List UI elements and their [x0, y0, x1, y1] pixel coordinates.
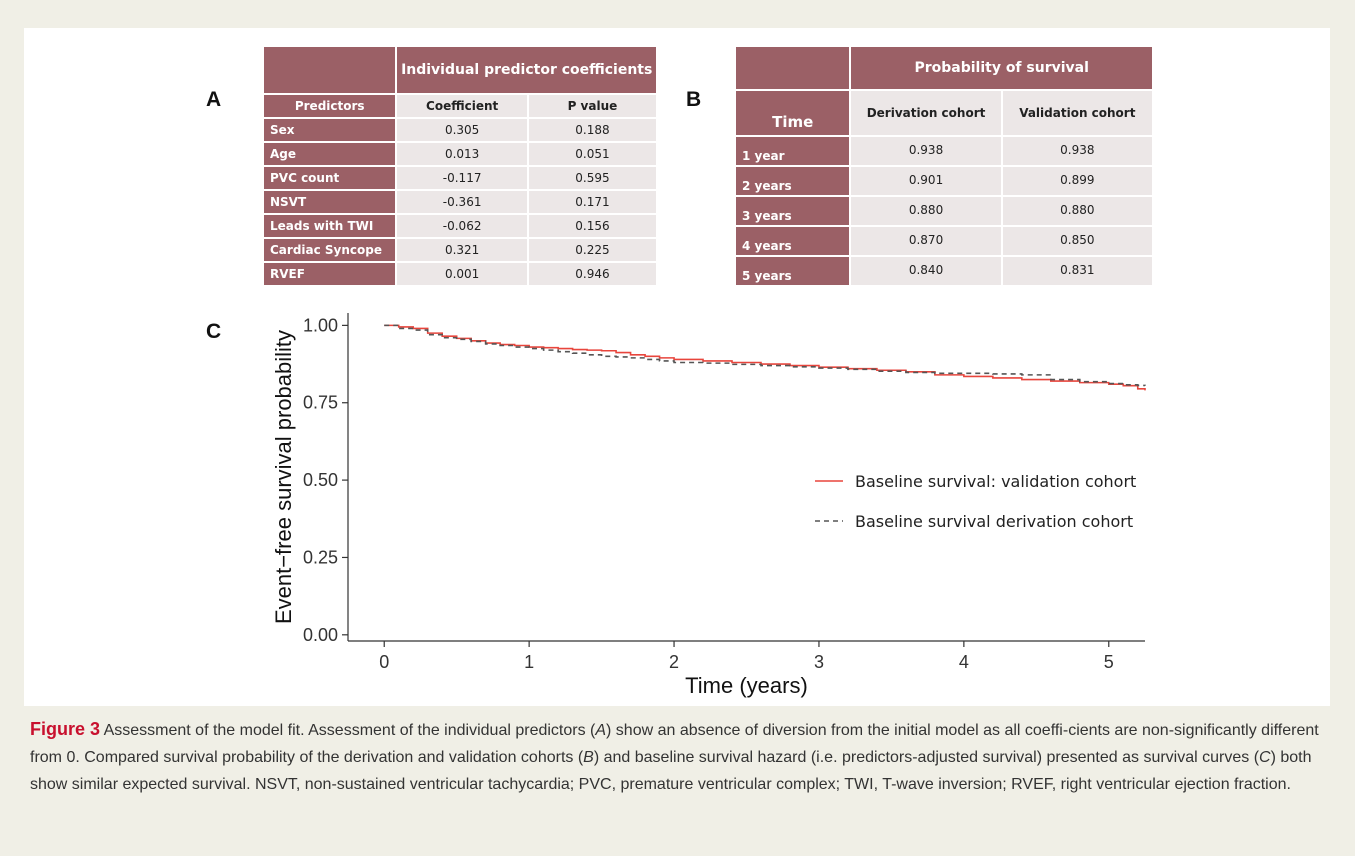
survival-curve-chart: 0.00 0.25 0.50 0.75 1.00 0 1 2 3 4 5 Time (years) Ev…	[0, 0, 1355, 706]
validation-cohort-curve	[384, 325, 1145, 390]
y-tick-label: 1.00	[303, 315, 338, 335]
y-tick-label: 0.75	[303, 393, 338, 413]
figure-caption: Figure 3 Assessment of the model fit. As…	[30, 716, 1330, 798]
caption-text-1: Assessment of the model fit. Assessment …	[100, 722, 595, 739]
y-tick-label: 0.00	[303, 625, 338, 645]
legend-label: Baseline survival derivation cohort	[855, 512, 1133, 531]
derivation-cohort-curve	[384, 325, 1145, 385]
x-tick-label: 2	[669, 652, 679, 672]
x-tick-label: 5	[1104, 652, 1114, 672]
x-tick-label: 0	[379, 652, 389, 672]
x-tick-label: 4	[959, 652, 969, 672]
caption-ref-a: A	[595, 722, 606, 739]
x-tick-label: 3	[814, 652, 824, 672]
y-tick-label: 0.50	[303, 470, 338, 490]
y-axis-label: Event−free survival probability	[271, 330, 296, 624]
caption-text-3: ) and baseline survival hazard (i.e. pre…	[594, 749, 1259, 766]
caption-ref-b: B	[583, 749, 594, 766]
caption-ref-c: C	[1259, 749, 1271, 766]
caption-label: Figure 3	[30, 719, 100, 739]
x-tick-label: 1	[524, 652, 534, 672]
legend-label: Baseline survival: validation cohort	[855, 472, 1136, 491]
x-axis-label: Time (years)	[685, 673, 808, 698]
y-tick-label: 0.25	[303, 547, 338, 567]
